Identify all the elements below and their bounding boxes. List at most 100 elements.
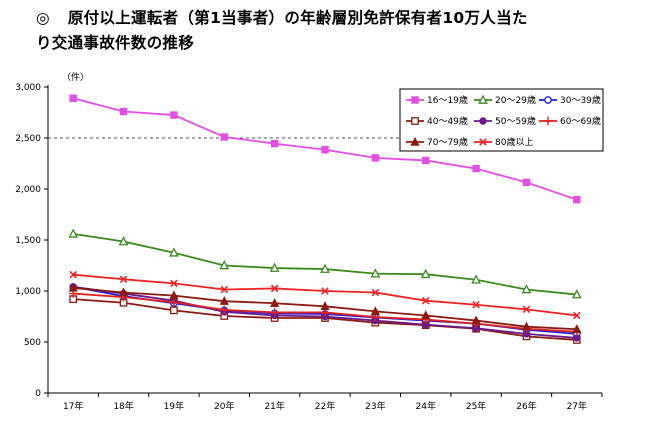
data-point <box>521 321 532 331</box>
chart-title-text-1: 原付以上運転者（第1当事者）の年齢層別免許保有者10万人当た <box>67 9 528 27</box>
title-bullet-mark: ◎ <box>36 9 50 27</box>
data-point <box>471 274 481 284</box>
data-point <box>270 284 279 293</box>
data-point <box>471 315 481 325</box>
data-point <box>269 262 280 272</box>
data-point <box>220 285 229 294</box>
legend-swatch-marker <box>411 117 419 125</box>
data-point <box>169 290 179 300</box>
legend-label: 20～29歳 <box>495 94 536 106</box>
legend-item: 40～49歳 <box>406 115 468 127</box>
x-tick-label: 19年 <box>164 400 184 412</box>
y-tick-label: 1,500 <box>15 236 41 246</box>
data-point <box>220 133 228 141</box>
x-tick-label: 23年 <box>365 400 385 412</box>
legend-label: 70～79歳 <box>427 136 468 148</box>
series-1 <box>69 94 581 204</box>
data-point <box>68 282 78 292</box>
data-point <box>118 236 129 246</box>
data-point <box>370 306 380 316</box>
data-point <box>119 275 128 284</box>
data-point <box>371 154 380 162</box>
legend-item: 60～69歳 <box>539 115 601 127</box>
data-point <box>573 196 581 204</box>
legend: 16～19歳 20～29歳 30～39歳 40～49歳 50～59歳 60～69歳 70～7… <box>399 88 604 152</box>
data-point <box>68 228 79 238</box>
legend-item: 70～79歳 <box>406 136 468 148</box>
data-point <box>220 305 229 315</box>
data-point <box>118 287 129 297</box>
x-tick-label: 27年 <box>567 400 587 412</box>
data-point <box>169 247 179 257</box>
x-tick-label: 21年 <box>264 400 284 412</box>
data-point <box>420 268 431 279</box>
legend-label: 80歳以上 <box>495 136 533 148</box>
data-point <box>69 94 77 102</box>
y-tick-label: 2,500 <box>15 134 41 144</box>
data-point <box>320 263 330 273</box>
data-point <box>421 310 431 320</box>
data-point <box>573 311 581 320</box>
legend-swatch-marker <box>479 117 487 125</box>
data-point <box>170 111 178 119</box>
data-point <box>219 296 229 305</box>
legend-label: 16～19歳 <box>427 94 468 106</box>
legend-swatch-marker <box>411 96 419 104</box>
legend-label: 40～49歳 <box>427 115 468 127</box>
data-point <box>321 287 329 295</box>
x-tick-label: 26年 <box>516 400 536 412</box>
data-point <box>571 289 582 299</box>
x-tick-label: 24年 <box>416 400 436 412</box>
legend-swatch-marker <box>478 94 488 104</box>
data-point <box>270 308 279 317</box>
legend-item: 80歳以上 <box>474 136 533 148</box>
data-point <box>371 288 380 297</box>
y-tick-label: 2,000 <box>15 185 41 195</box>
data-point <box>321 146 329 154</box>
data-point <box>421 296 430 305</box>
data-point <box>169 298 179 307</box>
data-point <box>422 156 430 165</box>
x-tick-label: 17年 <box>63 400 83 412</box>
data-point <box>170 279 178 288</box>
chart-title-line-2: り交通事故件数の推移 <box>36 31 646 56</box>
chart-title-line-1: ◎ 原付以上運転者（第1当事者）の年齢層別免許保有者10万人当た <box>36 6 646 31</box>
legend-item: 50～59歳 <box>474 115 536 127</box>
data-point <box>270 139 279 148</box>
chart-title-text-2: り交通事故件数の推移 <box>36 34 195 52</box>
data-point <box>119 107 128 116</box>
legend-item: 20～29歳 <box>474 94 536 106</box>
legend-swatch-marker <box>410 136 420 146</box>
legend-swatch-marker <box>544 96 552 104</box>
x-tick-label: 20年 <box>214 400 234 412</box>
series-7 <box>68 282 582 333</box>
legend-swatch-marker <box>543 116 553 126</box>
legend-label: 50～59歳 <box>495 115 536 127</box>
legend-swatch-marker <box>479 138 487 146</box>
legend-label: 30～39歳 <box>560 94 601 106</box>
legend-label: 60～69歳 <box>560 115 601 127</box>
legend-box <box>399 88 604 152</box>
y-tick-label: 3,000 <box>15 83 41 93</box>
y-tick-label: 0 <box>35 389 41 399</box>
data-point <box>521 284 532 294</box>
data-point <box>472 301 480 309</box>
series-8 <box>69 270 581 320</box>
data-point <box>472 164 480 173</box>
data-point <box>522 178 531 187</box>
data-point <box>170 306 178 315</box>
data-point <box>572 324 582 333</box>
data-point <box>219 260 230 270</box>
x-tick-label: 25年 <box>466 400 486 412</box>
data-point <box>320 301 330 310</box>
series-2 <box>68 228 582 299</box>
chart-title-block: ◎ 原付以上運転者（第1当事者）の年齢層別免許保有者10万人当た り交通事故件数の… <box>36 6 646 56</box>
y-tick-label: 1,000 <box>15 287 41 297</box>
data-point <box>370 268 381 278</box>
y-tick-label: 500 <box>24 338 41 348</box>
data-point <box>69 270 77 279</box>
x-tick-label: 18年 <box>113 400 133 412</box>
data-point <box>270 298 280 307</box>
legend-item: 16～19歳 <box>406 94 468 106</box>
